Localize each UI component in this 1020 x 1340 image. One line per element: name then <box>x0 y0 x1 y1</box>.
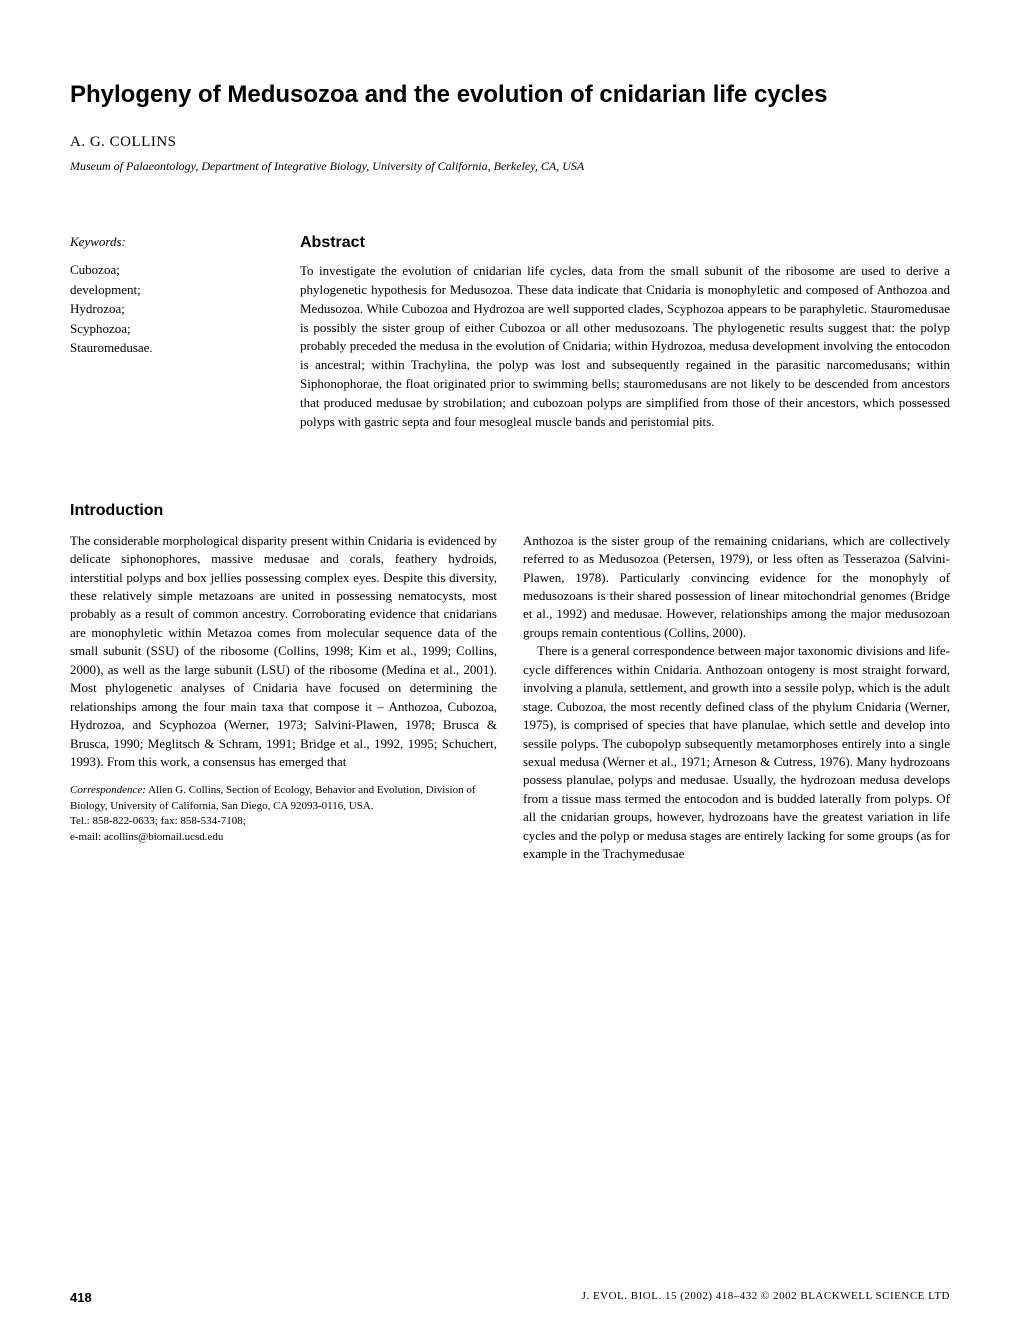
intro-paragraph-2: Anthozoa is the sister group of the rema… <box>523 532 950 643</box>
abstract-text: To investigate the evolution of cnidaria… <box>300 262 950 432</box>
keywords-heading: Keywords: <box>70 234 300 250</box>
page-number: 418 <box>70 1290 92 1305</box>
intro-paragraph-1: The considerable morphological disparity… <box>70 532 497 772</box>
article-title: Phylogeny of Medusozoa and the evolution… <box>70 80 950 110</box>
author-name: A. G. COLLINS <box>70 134 950 151</box>
body-column-right: Anthozoa is the sister group of the rema… <box>523 532 950 864</box>
abstract-heading: Abstract <box>300 234 950 252</box>
page-footer: 418 J. EVOL. BIOL. 15 (2002) 418–432 © 2… <box>70 1290 950 1305</box>
abstract-section: Keywords: Cubozoa; development; Hydrozoa… <box>70 234 950 432</box>
keywords-list: Cubozoa; development; Hydrozoa; Scyphozo… <box>70 260 300 358</box>
correspondence-line-1: Correspondence: Allen G. Collins, Sectio… <box>70 783 497 814</box>
journal-citation: J. EVOL. BIOL. 15 (2002) 418–432 © 2002 … <box>582 1290 950 1305</box>
correspondence-tel: Tel.: 858-822-0633; fax: 858-534-7108; <box>70 814 497 829</box>
correspondence-email: e-mail: acollins@biomail.ucsd.edu <box>70 830 497 845</box>
correspondence-block: Correspondence: Allen G. Collins, Sectio… <box>70 783 497 845</box>
intro-paragraph-3: There is a general correspondence betwee… <box>523 642 950 863</box>
body-column-left: The considerable morphological disparity… <box>70 532 497 864</box>
keywords-column: Keywords: Cubozoa; development; Hydrozoa… <box>70 234 300 432</box>
correspondence-label: Correspondence: <box>70 784 146 796</box>
body-columns: The considerable morphological disparity… <box>70 532 950 864</box>
introduction-heading: Introduction <box>70 502 950 520</box>
abstract-column: Abstract To investigate the evolution of… <box>300 234 950 432</box>
author-affiliation: Museum of Palaeontology, Department of I… <box>70 159 950 174</box>
